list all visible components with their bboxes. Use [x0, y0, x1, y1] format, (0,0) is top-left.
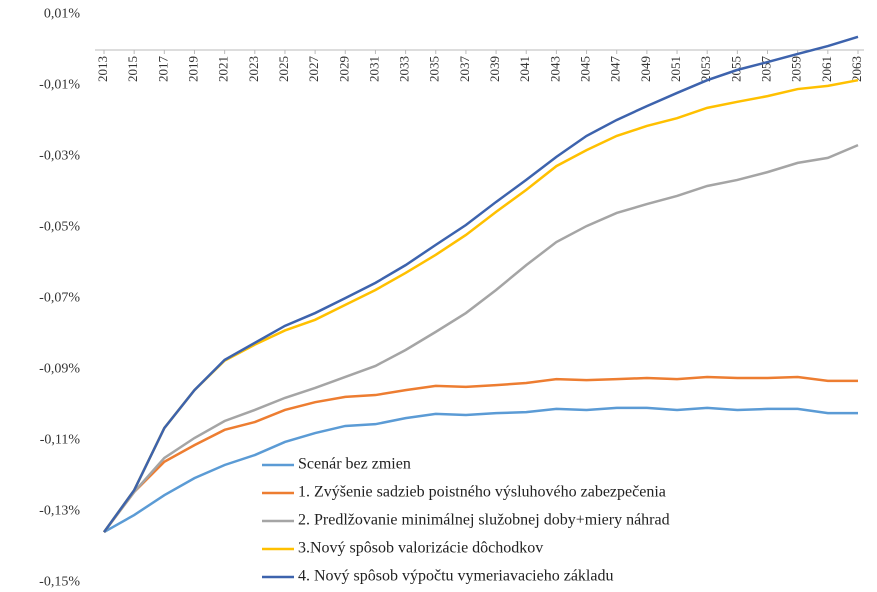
legend-label: 1. Zvýšenie sadzieb poistného výsluhovéh… — [298, 484, 666, 501]
x-tick-label: 2019 — [185, 56, 200, 82]
series-line — [103, 143, 859, 533]
y-tick-label: -0,01% — [39, 78, 80, 93]
x-tick-label: 2057 — [759, 56, 774, 83]
x-tick-label: 2053 — [698, 56, 713, 82]
x-tick-label: 2017 — [155, 56, 170, 83]
x-tick-label: 2029 — [336, 56, 351, 82]
x-tick-label: 2051 — [668, 56, 683, 82]
y-tick-label: -0,03% — [39, 149, 80, 164]
x-tick-label: 2061 — [819, 56, 834, 82]
y-tick-label: -0,09% — [39, 362, 80, 377]
y-tick-label: -0,15% — [39, 575, 80, 590]
legend-label: 2. Predlžovanie minimálnej služobnej dob… — [298, 512, 670, 529]
series-line — [102, 35, 859, 533]
y-tick-label: -0,11% — [40, 433, 81, 448]
legend-label: 3.Nový spôsob valorizácie dôchodkov — [298, 540, 543, 557]
x-tick-label: 2013 — [95, 56, 110, 82]
x-tick-label: 2063 — [849, 56, 864, 82]
x-tick-label: 2059 — [789, 56, 804, 82]
x-tick-label: 2021 — [216, 56, 231, 82]
x-tick-label: 2043 — [547, 56, 562, 82]
y-tick-label: 0,01% — [44, 7, 81, 22]
x-tick-label: 2055 — [728, 56, 743, 82]
series-line — [102, 78, 859, 533]
legend-label: Scenár bez zmien — [298, 456, 411, 473]
x-tick-label: 2037 — [457, 56, 472, 83]
x-tick-label: 2039 — [487, 56, 502, 82]
series-line — [103, 406, 858, 534]
x-tick-label: 2031 — [366, 56, 381, 82]
x-tick-label: 2047 — [608, 56, 623, 83]
x-tick-label: 2023 — [246, 56, 261, 82]
y-tick-label: -0,05% — [39, 220, 80, 235]
x-tick-label: 2015 — [125, 56, 140, 82]
x-tick-label: 2049 — [638, 56, 653, 82]
series-line — [103, 375, 858, 533]
x-tick-label: 2033 — [397, 56, 412, 82]
x-tick-label: 2041 — [517, 56, 532, 82]
x-tick-label: 2027 — [306, 56, 321, 83]
y-tick-label: -0,13% — [39, 504, 80, 519]
x-tick-label: 2025 — [276, 56, 291, 82]
legend-label: 4. Nový spôsob výpočtu vymeriavacieho zá… — [298, 568, 613, 585]
x-tick-label: 2045 — [578, 56, 593, 82]
y-tick-label: -0,07% — [39, 291, 80, 306]
x-tick-label: 2035 — [427, 56, 442, 82]
